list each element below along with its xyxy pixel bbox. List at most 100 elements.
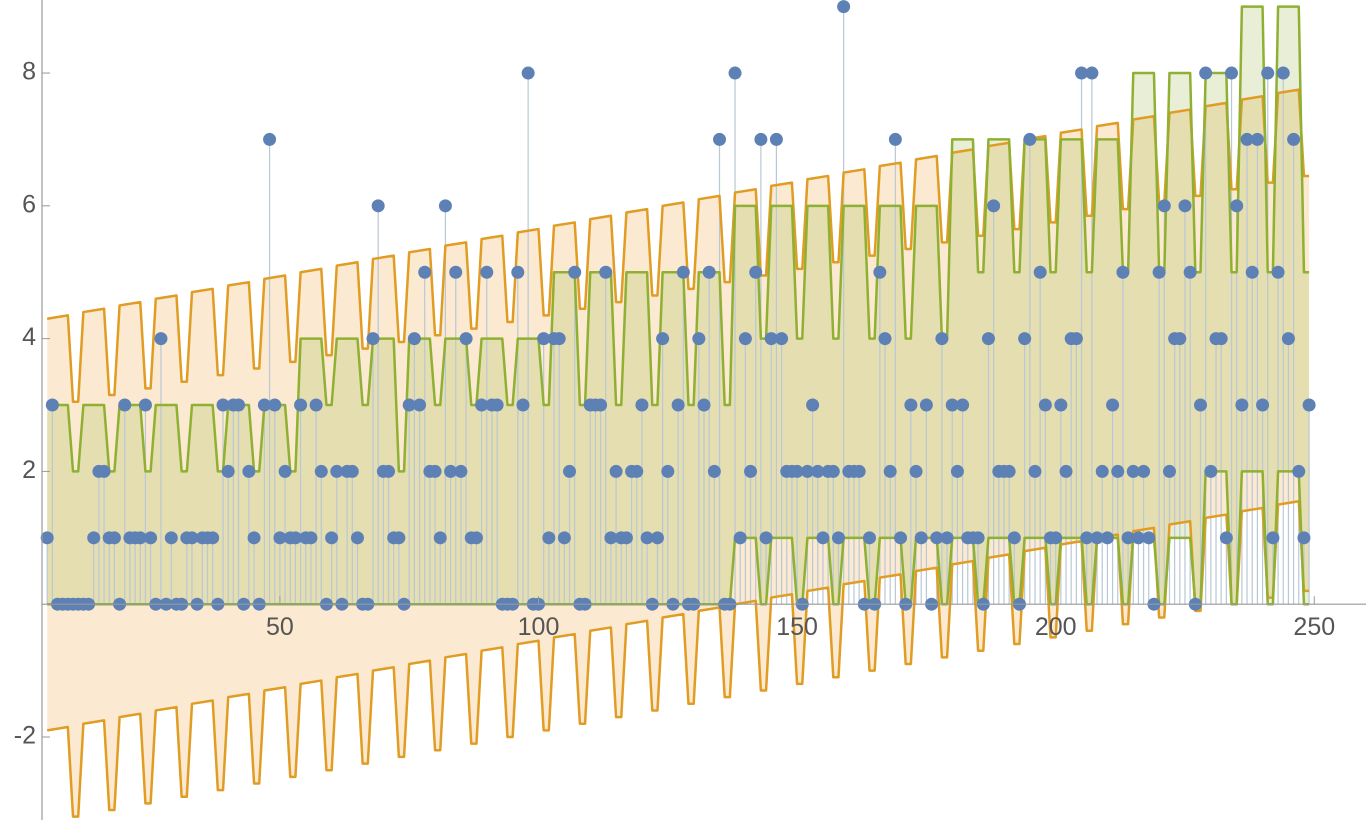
point — [1219, 531, 1233, 545]
point — [1261, 66, 1275, 80]
point — [1302, 398, 1316, 412]
x-tick-label: 50 — [266, 613, 294, 641]
point — [475, 398, 489, 412]
point — [1281, 332, 1295, 346]
point — [1007, 531, 1021, 545]
point — [713, 132, 727, 146]
point — [1075, 66, 1089, 80]
point — [87, 531, 101, 545]
point — [904, 398, 918, 412]
point — [1018, 332, 1032, 346]
point — [1214, 332, 1228, 346]
point — [1230, 199, 1244, 213]
point — [935, 332, 949, 346]
point — [309, 398, 323, 412]
point — [956, 398, 970, 412]
point — [350, 531, 364, 545]
point — [371, 199, 385, 213]
point — [619, 531, 633, 545]
point — [469, 531, 483, 545]
point — [366, 332, 380, 346]
point — [206, 531, 220, 545]
point — [1106, 398, 1120, 412]
point — [1199, 66, 1213, 80]
point — [1033, 265, 1047, 279]
point — [692, 332, 706, 346]
point — [1157, 199, 1171, 213]
y-tick-label: -2 — [14, 722, 36, 750]
point — [702, 265, 716, 279]
point — [883, 464, 897, 478]
point — [852, 464, 866, 478]
point — [304, 531, 318, 545]
point — [133, 531, 147, 545]
point — [516, 398, 530, 412]
point — [728, 66, 742, 80]
y-tick-label: 6 — [22, 190, 36, 218]
point — [107, 531, 121, 545]
point — [1069, 332, 1083, 346]
point — [769, 132, 783, 146]
point — [1204, 464, 1218, 478]
point — [418, 265, 432, 279]
point — [521, 66, 535, 80]
point — [1292, 464, 1306, 478]
point — [1256, 398, 1270, 412]
point — [433, 531, 447, 545]
point — [661, 464, 675, 478]
point — [1297, 531, 1311, 545]
point — [444, 464, 458, 478]
point — [185, 531, 199, 545]
y-tick-label: 2 — [22, 456, 36, 484]
point — [288, 531, 302, 545]
point — [1173, 332, 1187, 346]
point — [987, 199, 1001, 213]
point — [1059, 464, 1073, 478]
point — [164, 531, 178, 545]
point — [537, 332, 551, 346]
point — [800, 464, 814, 478]
x-tick-label: 150 — [776, 613, 818, 641]
point — [257, 398, 271, 412]
point — [930, 531, 944, 545]
point — [676, 265, 690, 279]
point — [1023, 132, 1037, 146]
point — [1183, 265, 1197, 279]
point — [863, 531, 876, 545]
point — [1235, 398, 1249, 412]
point — [599, 265, 613, 279]
point — [268, 398, 282, 412]
point — [738, 332, 752, 346]
point — [97, 464, 111, 478]
point — [1095, 464, 1109, 478]
point — [449, 265, 463, 279]
point — [831, 531, 845, 545]
point — [826, 464, 840, 478]
point — [754, 132, 768, 146]
point — [144, 531, 158, 545]
point — [707, 464, 721, 478]
point — [945, 398, 959, 412]
point — [888, 132, 902, 146]
point — [221, 464, 235, 478]
point — [1266, 531, 1280, 545]
point — [919, 398, 933, 412]
point — [557, 531, 571, 545]
point — [1194, 398, 1207, 412]
point — [1090, 531, 1104, 545]
point — [873, 265, 887, 279]
point — [40, 531, 54, 545]
point — [594, 398, 608, 412]
point — [811, 464, 825, 478]
point — [671, 398, 685, 412]
point — [971, 531, 985, 545]
point — [744, 464, 758, 478]
point — [650, 531, 664, 545]
point — [216, 398, 230, 412]
point — [790, 464, 804, 478]
point — [1049, 531, 1063, 545]
point — [697, 398, 711, 412]
point — [656, 332, 670, 346]
point — [459, 332, 473, 346]
